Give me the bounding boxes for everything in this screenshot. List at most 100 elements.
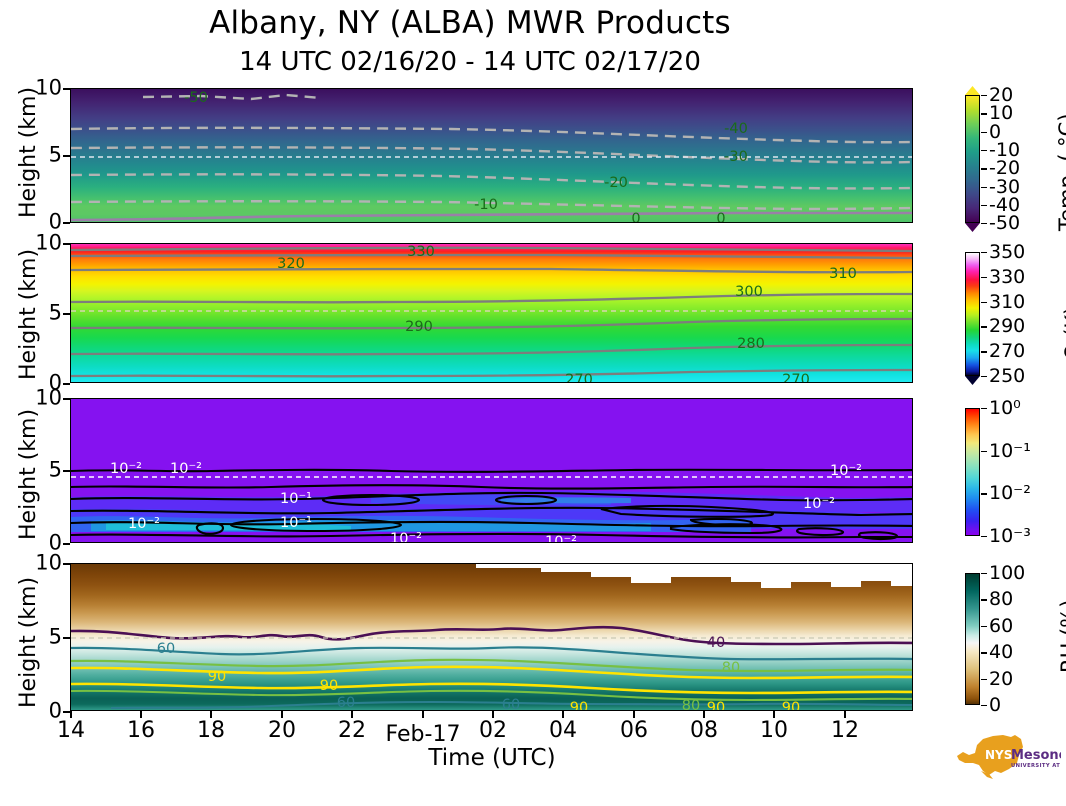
colorbar-theta-title: Θ (K) xyxy=(1061,306,1066,360)
panel-temperature[interactable]: -50 -40 -30 -20 -10 0 0 xyxy=(70,88,913,223)
figure-subtitle: 14 UTC 02/16/20 - 14 UTC 02/17/20 xyxy=(239,47,701,77)
ylabel-rh-0: 0 xyxy=(48,698,62,723)
ytick-liq-10 xyxy=(63,398,70,400)
cblabel-temp-m20: -20 xyxy=(989,157,1021,180)
ylabel-rh-5: 5 xyxy=(48,624,62,649)
cblabel-theta-270: 270 xyxy=(989,340,1026,363)
ylabel-rh-10: 10 xyxy=(35,550,62,575)
ytick-rh-0 xyxy=(63,711,70,713)
xtick-14 xyxy=(70,711,72,718)
ylabel-theta-5: 5 xyxy=(48,300,62,325)
ytick-temp-10 xyxy=(63,88,70,90)
cbtick-theta-310 xyxy=(981,301,987,303)
cbtick-temp-m20 xyxy=(981,168,987,170)
cbtick-rh-20 xyxy=(981,678,987,680)
ytick-liq-0 xyxy=(63,543,70,545)
logo-university-text: UNIVERSITY AT ALBANY xyxy=(1011,763,1061,769)
colorbar-theta[interactable]: 350 330 310 290 270 250 Θ (K) xyxy=(965,241,1066,387)
theta-contours xyxy=(71,246,912,378)
cblabel-rh-20: 20 xyxy=(989,667,1014,690)
liquid-shading xyxy=(71,468,912,541)
xlabel-02: 02 xyxy=(479,718,507,743)
ytick-rh-10 xyxy=(63,563,70,565)
ylabel-temp-5: 5 xyxy=(48,142,62,167)
ytick-theta-10 xyxy=(63,243,70,245)
panel-liquid-water[interactable]: 10⁻² 10⁻² 10⁻¹ 10⁻¹ 10⁻² 10⁻² 10⁻² 10⁻² … xyxy=(70,398,913,543)
cbtick-rh-100 xyxy=(981,573,987,575)
cbtick-temp-m40 xyxy=(981,204,987,207)
cbtick-temp-10 xyxy=(981,113,987,115)
xlabel-20: 20 xyxy=(268,718,296,743)
xlabel-04: 04 xyxy=(549,718,577,743)
xlabel-feb17: Feb-17 xyxy=(385,722,461,747)
xlabel-06: 06 xyxy=(620,718,648,743)
colorbar-rh[interactable]: 100 80 60 40 20 0 RH (%) xyxy=(965,562,1066,716)
cbtick-temp-20 xyxy=(981,95,987,97)
cbtick-liq-1em2 xyxy=(981,493,987,495)
xlabel-14: 14 xyxy=(57,718,85,743)
cblabel-theta-290: 290 xyxy=(989,315,1026,338)
cblabel-temp-m10: -10 xyxy=(989,138,1021,161)
colorbar-temp-bar xyxy=(965,95,980,223)
xtick-16 xyxy=(140,711,142,718)
cbtick-theta-330 xyxy=(981,276,987,279)
new-york-state-shape xyxy=(957,735,1023,775)
yaxis-title-theta: Height (km) xyxy=(16,248,41,380)
logo-mesonet-text: Mesonet xyxy=(1011,748,1061,763)
cblabel-theta-330: 330 xyxy=(989,265,1026,288)
ylabel-theta-10: 10 xyxy=(35,230,62,255)
cbtick-temp-m50 xyxy=(981,223,987,225)
cblabel-theta-250: 250 xyxy=(989,365,1026,387)
yaxis-title-liq: Height (km) xyxy=(16,408,41,540)
cbtick-rh-40 xyxy=(981,652,987,654)
cbtick-liq-1em1 xyxy=(981,450,987,453)
colorbar-temp-extend-max xyxy=(965,86,980,95)
cblabel-theta-310: 310 xyxy=(989,290,1026,313)
cblabel-temp-m40: -40 xyxy=(989,193,1021,216)
xtick-06 xyxy=(633,711,635,718)
xtick-10 xyxy=(773,711,775,718)
cblabel-temp-0: 0 xyxy=(989,120,1002,143)
cblabel-temp-20: 20 xyxy=(989,84,1014,106)
ylabel-liq-10: 10 xyxy=(35,385,62,410)
theta-plot-area xyxy=(71,244,912,382)
cblabel-rh-40: 40 xyxy=(989,641,1014,664)
ylabel-liq-0: 0 xyxy=(48,530,62,555)
ylabel-liq-5: 5 xyxy=(48,457,62,482)
xaxis-title: Time (UTC) xyxy=(428,745,556,771)
colorbar-temp-title: Temp. ( °C) xyxy=(1055,113,1066,231)
cblabel-temp-m30: -30 xyxy=(989,175,1021,198)
colorbar-liquid-bar xyxy=(965,408,980,536)
temperature-contours xyxy=(71,93,912,222)
cbtick-liq-1em3 xyxy=(981,536,987,538)
logo-nys-text: NYS xyxy=(985,748,1012,762)
ylabel-theta-0: 0 xyxy=(48,370,62,395)
cbtick-temp-0 xyxy=(981,131,987,133)
cblabel-theta-350: 350 xyxy=(989,241,1026,263)
cblabel-rh-60: 60 xyxy=(989,614,1014,637)
colorbar-liquid[interactable]: 10⁰ 10⁻¹ 10⁻² 10⁻³ Liquid (g m⁻³) xyxy=(965,397,1066,547)
colorbar-temperature[interactable]: 20 10 0 -10 -20 -30 -40 -50 Temp. ( °C) xyxy=(965,84,1066,234)
ytick-rh-5 xyxy=(63,637,70,639)
theta-fill xyxy=(71,244,912,382)
panel-relative-humidity[interactable]: 40 60 60 60 80 80 90 90 90 90 90 xyxy=(70,563,913,711)
cblabel-rh-80: 80 xyxy=(989,588,1014,611)
cbtick-theta-290 xyxy=(981,326,987,328)
xlabel-10: 10 xyxy=(760,718,788,743)
panel-potential-temperature[interactable]: 330 320 310 300 290 280 270 270 xyxy=(70,243,913,383)
cblabel-liq-1em3: 10⁻³ xyxy=(989,525,1031,547)
xtick-feb17 xyxy=(422,711,424,718)
colorbar-rh-title: RH (%) xyxy=(1057,599,1066,673)
cbtick-liq-1e0 xyxy=(981,408,987,410)
cblabel-liq-1em2: 10⁻² xyxy=(989,482,1031,505)
nys-mesonet-logo[interactable]: NYS Mesonet UNIVERSITY AT ALBANY xyxy=(949,733,1066,785)
cbtick-temp-m10 xyxy=(981,149,987,152)
cbtick-rh-0 xyxy=(981,705,987,707)
colorbar-temp-extend-min xyxy=(965,223,980,232)
xtick-18 xyxy=(210,711,212,718)
temperature-fill xyxy=(71,89,912,222)
ytick-temp-0 xyxy=(63,222,70,224)
figure-title: Albany, NY (ALBA) MWR Products xyxy=(209,5,731,41)
temperature-plot-area xyxy=(71,89,912,222)
yaxis-title-rh: Height (km) xyxy=(16,576,41,708)
